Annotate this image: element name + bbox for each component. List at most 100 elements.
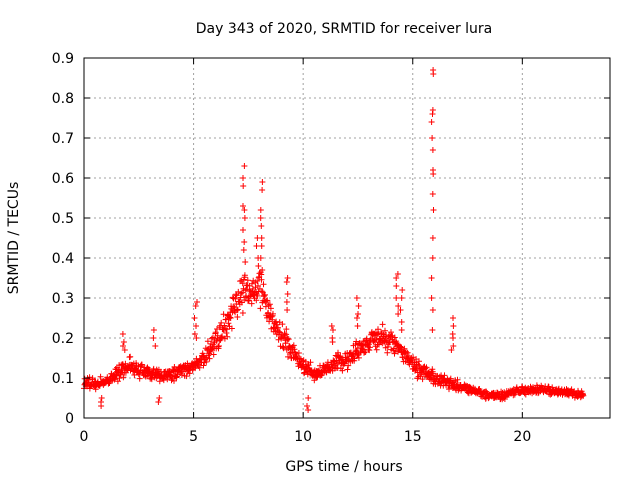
data-point [234, 307, 240, 314]
y-tick-label: 0.7 [52, 131, 74, 147]
data-point [388, 329, 394, 336]
x-tick-label: 0 [80, 429, 89, 445]
data-point [374, 331, 381, 338]
data-point [239, 289, 246, 296]
data-point [429, 191, 436, 197]
data-point [248, 300, 255, 307]
data-point [345, 362, 352, 369]
y-tick-label: 0.6 [52, 171, 74, 187]
data-point [429, 235, 436, 241]
data-point [419, 376, 426, 383]
data-point [448, 347, 455, 353]
data-point [354, 352, 361, 359]
data-point [330, 327, 336, 333]
data-point [305, 362, 312, 369]
data-point [355, 303, 362, 309]
data-point [127, 353, 134, 360]
data-point [223, 316, 229, 323]
data-point [428, 119, 435, 125]
data-point [120, 339, 127, 345]
data-point [183, 373, 190, 380]
data-point [265, 302, 272, 309]
data-point [194, 299, 200, 305]
data-point [395, 311, 402, 317]
data-point [241, 207, 248, 213]
data-point [366, 347, 373, 354]
data-point [404, 349, 411, 356]
x-tick-label: 15 [404, 429, 422, 445]
data-point [111, 376, 118, 383]
x-tick-label: 5 [189, 429, 198, 445]
data-point [355, 311, 361, 317]
data-point [354, 315, 360, 321]
data-point [279, 321, 286, 328]
data-point [216, 337, 223, 344]
data-point [230, 303, 237, 310]
data-point [290, 342, 297, 349]
data-point [307, 359, 314, 366]
data-point [239, 310, 246, 316]
x-tick-label: 20 [513, 429, 531, 445]
data-point [249, 280, 255, 287]
data-point [259, 187, 266, 193]
data-point [291, 346, 298, 353]
data-point [398, 295, 405, 301]
data-point [155, 399, 162, 405]
data-point [234, 314, 241, 320]
data-point [255, 263, 262, 269]
data-point [429, 327, 436, 333]
data-point [391, 350, 398, 357]
data-point [89, 375, 96, 382]
data-point [283, 299, 290, 305]
data-point [580, 392, 587, 399]
data-point [239, 280, 246, 287]
data-point [253, 243, 260, 249]
data-point [171, 377, 177, 384]
x-tick-label: 10 [294, 429, 312, 445]
data-point [446, 386, 452, 393]
data-point [262, 291, 268, 298]
data-point [192, 303, 199, 309]
data-point [238, 290, 244, 297]
data-point [429, 147, 436, 153]
data-point [254, 278, 261, 284]
data-point [430, 71, 437, 77]
data-point [450, 335, 456, 341]
data-point [227, 315, 234, 321]
data-point [398, 327, 405, 333]
data-point [241, 272, 248, 279]
data-point [258, 243, 265, 249]
data-point [366, 344, 373, 351]
data-point [208, 346, 215, 353]
data-point [160, 377, 167, 384]
data-point [241, 239, 248, 245]
data-point [245, 297, 252, 304]
data-point [399, 354, 406, 361]
data-point [284, 291, 291, 297]
data-point [223, 326, 230, 333]
data-point [430, 370, 437, 377]
data-point [244, 277, 251, 284]
data-point [498, 388, 505, 395]
data-point [150, 335, 157, 341]
data-point [120, 374, 127, 381]
data-point [191, 315, 198, 321]
data-point [258, 288, 265, 295]
x-axis-label: GPS time / hours [285, 459, 402, 475]
data-point [121, 347, 128, 353]
data-point [200, 362, 207, 369]
y-tick-label: 0.4 [52, 251, 74, 267]
data-point [258, 276, 265, 283]
data-point [429, 135, 436, 141]
data-point [191, 331, 198, 337]
data-point [260, 281, 267, 288]
y-tick-label: 0 [65, 411, 74, 427]
data-point [393, 283, 400, 289]
data-point [156, 395, 163, 401]
data-point [382, 327, 388, 334]
data-point [212, 329, 219, 336]
data-point [284, 307, 291, 313]
data-point [267, 305, 274, 312]
data-point [394, 271, 401, 277]
